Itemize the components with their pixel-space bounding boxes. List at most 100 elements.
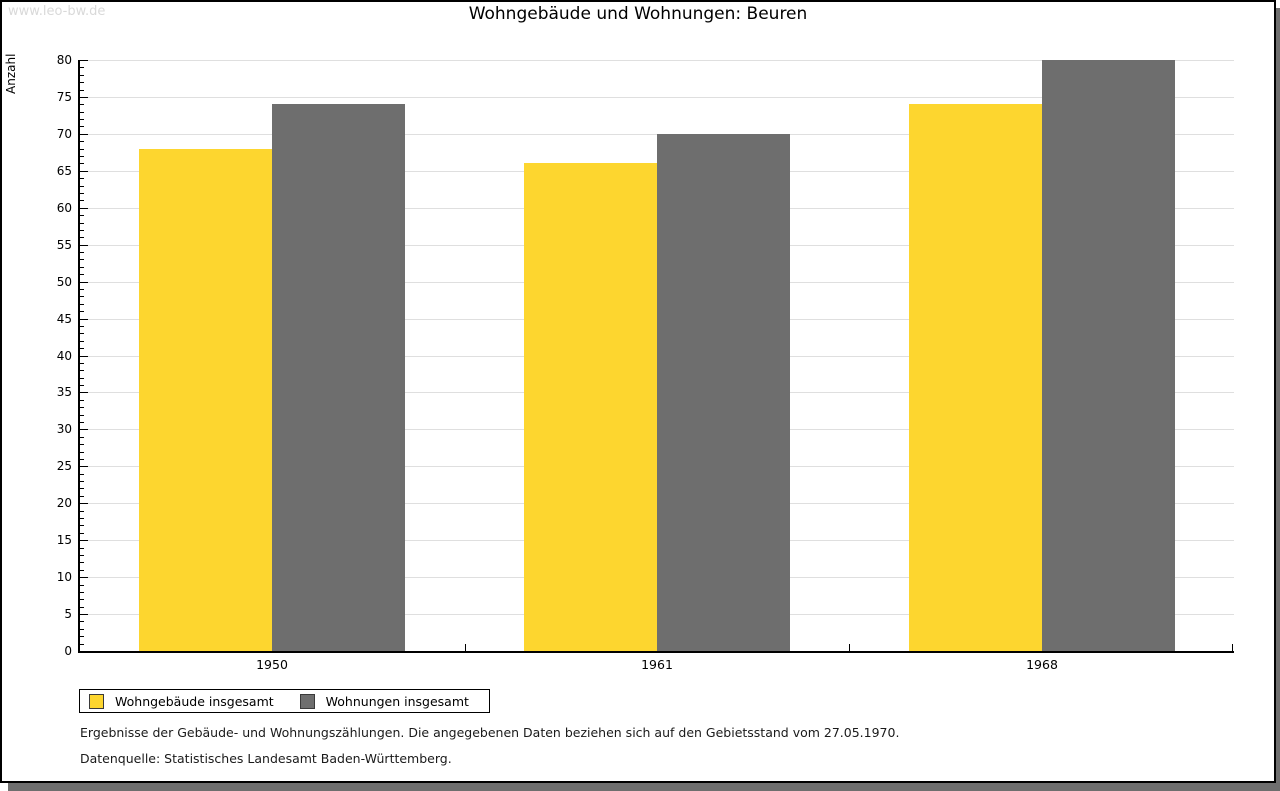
y-tick-label: 45 [56, 312, 72, 326]
y-tick-label: 0 [64, 644, 72, 658]
gridline [80, 60, 1234, 61]
y-minor-tick [80, 215, 84, 216]
y-minor-tick [80, 348, 84, 349]
page-shadow-bottom [8, 782, 1280, 791]
y-tick-label: 25 [56, 459, 72, 473]
y-minor-tick [80, 370, 84, 371]
y-minor-tick [80, 592, 84, 593]
y-minor-tick [80, 82, 84, 83]
y-tick-label: 75 [56, 90, 72, 104]
y-tick-label: 10 [56, 570, 72, 584]
bar-1961-wohnungen [657, 134, 790, 651]
y-tick-label: 40 [56, 349, 72, 363]
plot-area: 0 5 10 15 20 25 30 35 40 45 50 55 60 65 70 75 80 1950 1961… [57, 53, 1234, 672]
y-minor-tick [80, 259, 84, 260]
y-minor-tick [80, 481, 84, 482]
legend-label: Wohnungen insgesamt [325, 693, 469, 709]
y-minor-tick [80, 599, 84, 600]
y-minor-tick [80, 452, 84, 453]
page-shadow-right [1276, 8, 1280, 791]
legend-label: Wohngebäude insgesamt [115, 693, 274, 709]
y-tick-label: 15 [56, 533, 72, 547]
y-minor-tick [80, 621, 84, 622]
y-minor-tick [80, 296, 84, 297]
y-minor-tick [80, 112, 84, 113]
legend-item-wohnungen: Wohnungen insgesamt [299, 693, 469, 709]
y-tick-label: 30 [56, 422, 72, 436]
y-minor-tick [80, 333, 84, 334]
chart-title: Wohngebäude und Wohnungen: Beuren [468, 4, 808, 24]
bar-1950-wohnungen [272, 104, 405, 651]
footer-note: Ergebnisse der Gebäude- und Wohnungszähl… [80, 725, 900, 740]
y-minor-tick [80, 200, 84, 201]
y-tick-label: 20 [56, 496, 72, 510]
y-minor-tick [80, 459, 84, 460]
y-minor-tick [80, 511, 84, 512]
y-minor-tick [80, 437, 84, 438]
y-minor-tick [80, 474, 84, 475]
y-tick-label: 55 [56, 238, 72, 252]
y-minor-tick [80, 363, 84, 364]
bar-1950-wohngebaeude [139, 149, 272, 651]
y-minor-tick [80, 518, 84, 519]
bar-1968-wohngebaeude [909, 104, 1042, 651]
y-major-tick [80, 540, 88, 541]
y-tick-label: 70 [56, 127, 72, 141]
y-major-tick [80, 171, 88, 172]
y-minor-tick [80, 178, 84, 179]
gridline [80, 97, 1234, 98]
y-major-tick [80, 577, 88, 578]
y-minor-tick [80, 378, 84, 379]
legend-swatch-icon [299, 693, 315, 709]
y-minor-tick [80, 126, 84, 127]
x-category-label: 1961 [641, 657, 673, 672]
y-minor-tick [80, 274, 84, 275]
y-minor-tick [80, 90, 84, 91]
y-minor-tick [80, 644, 84, 645]
y-major-tick [80, 282, 88, 283]
y-minor-tick [80, 400, 84, 401]
y-minor-tick [80, 525, 84, 526]
x-axis-tick [1232, 644, 1233, 651]
y-major-tick [80, 60, 88, 61]
x-category-label: 1968 [1026, 657, 1058, 672]
y-minor-tick [80, 407, 84, 408]
y-major-tick [80, 319, 88, 320]
y-tick-label: 65 [56, 164, 72, 178]
y-minor-tick [80, 585, 84, 586]
y-minor-tick [80, 341, 84, 342]
y-minor-tick [80, 156, 84, 157]
legend: Wohngebäude insgesamt Wohnungen insgesamt [79, 689, 490, 713]
y-minor-tick [80, 385, 84, 386]
y-major-tick [80, 503, 88, 504]
watermark: www.leo-bw.de [8, 4, 106, 19]
y-tick-label: 5 [64, 607, 72, 621]
x-axis-tick [849, 644, 850, 651]
y-minor-tick [80, 230, 84, 231]
y-minor-tick [80, 444, 84, 445]
footer-source: Datenquelle: Statistisches Landesamt Bad… [80, 751, 452, 766]
x-axis-tick [465, 644, 466, 651]
y-major-tick [80, 466, 88, 467]
y-major-tick [80, 97, 88, 98]
legend-swatch-icon [89, 693, 104, 709]
y-major-tick [80, 134, 88, 135]
y-minor-tick [80, 548, 84, 549]
y-minor-tick [80, 326, 84, 327]
y-minor-tick [80, 119, 84, 120]
y-minor-tick [80, 163, 84, 164]
y-minor-tick [80, 555, 84, 556]
y-minor-tick [80, 252, 84, 253]
y-minor-tick [80, 267, 84, 268]
y-minor-tick [80, 149, 84, 150]
y-minor-tick [80, 75, 84, 76]
y-major-tick [80, 208, 88, 209]
y-minor-tick [80, 488, 84, 489]
y-major-tick [80, 429, 88, 430]
y-minor-tick [80, 311, 84, 312]
y-major-tick [80, 392, 88, 393]
y-minor-tick [80, 636, 84, 637]
legend-item-wohngebaeude: Wohngebäude insgesamt [89, 693, 274, 709]
y-minor-tick [80, 289, 84, 290]
